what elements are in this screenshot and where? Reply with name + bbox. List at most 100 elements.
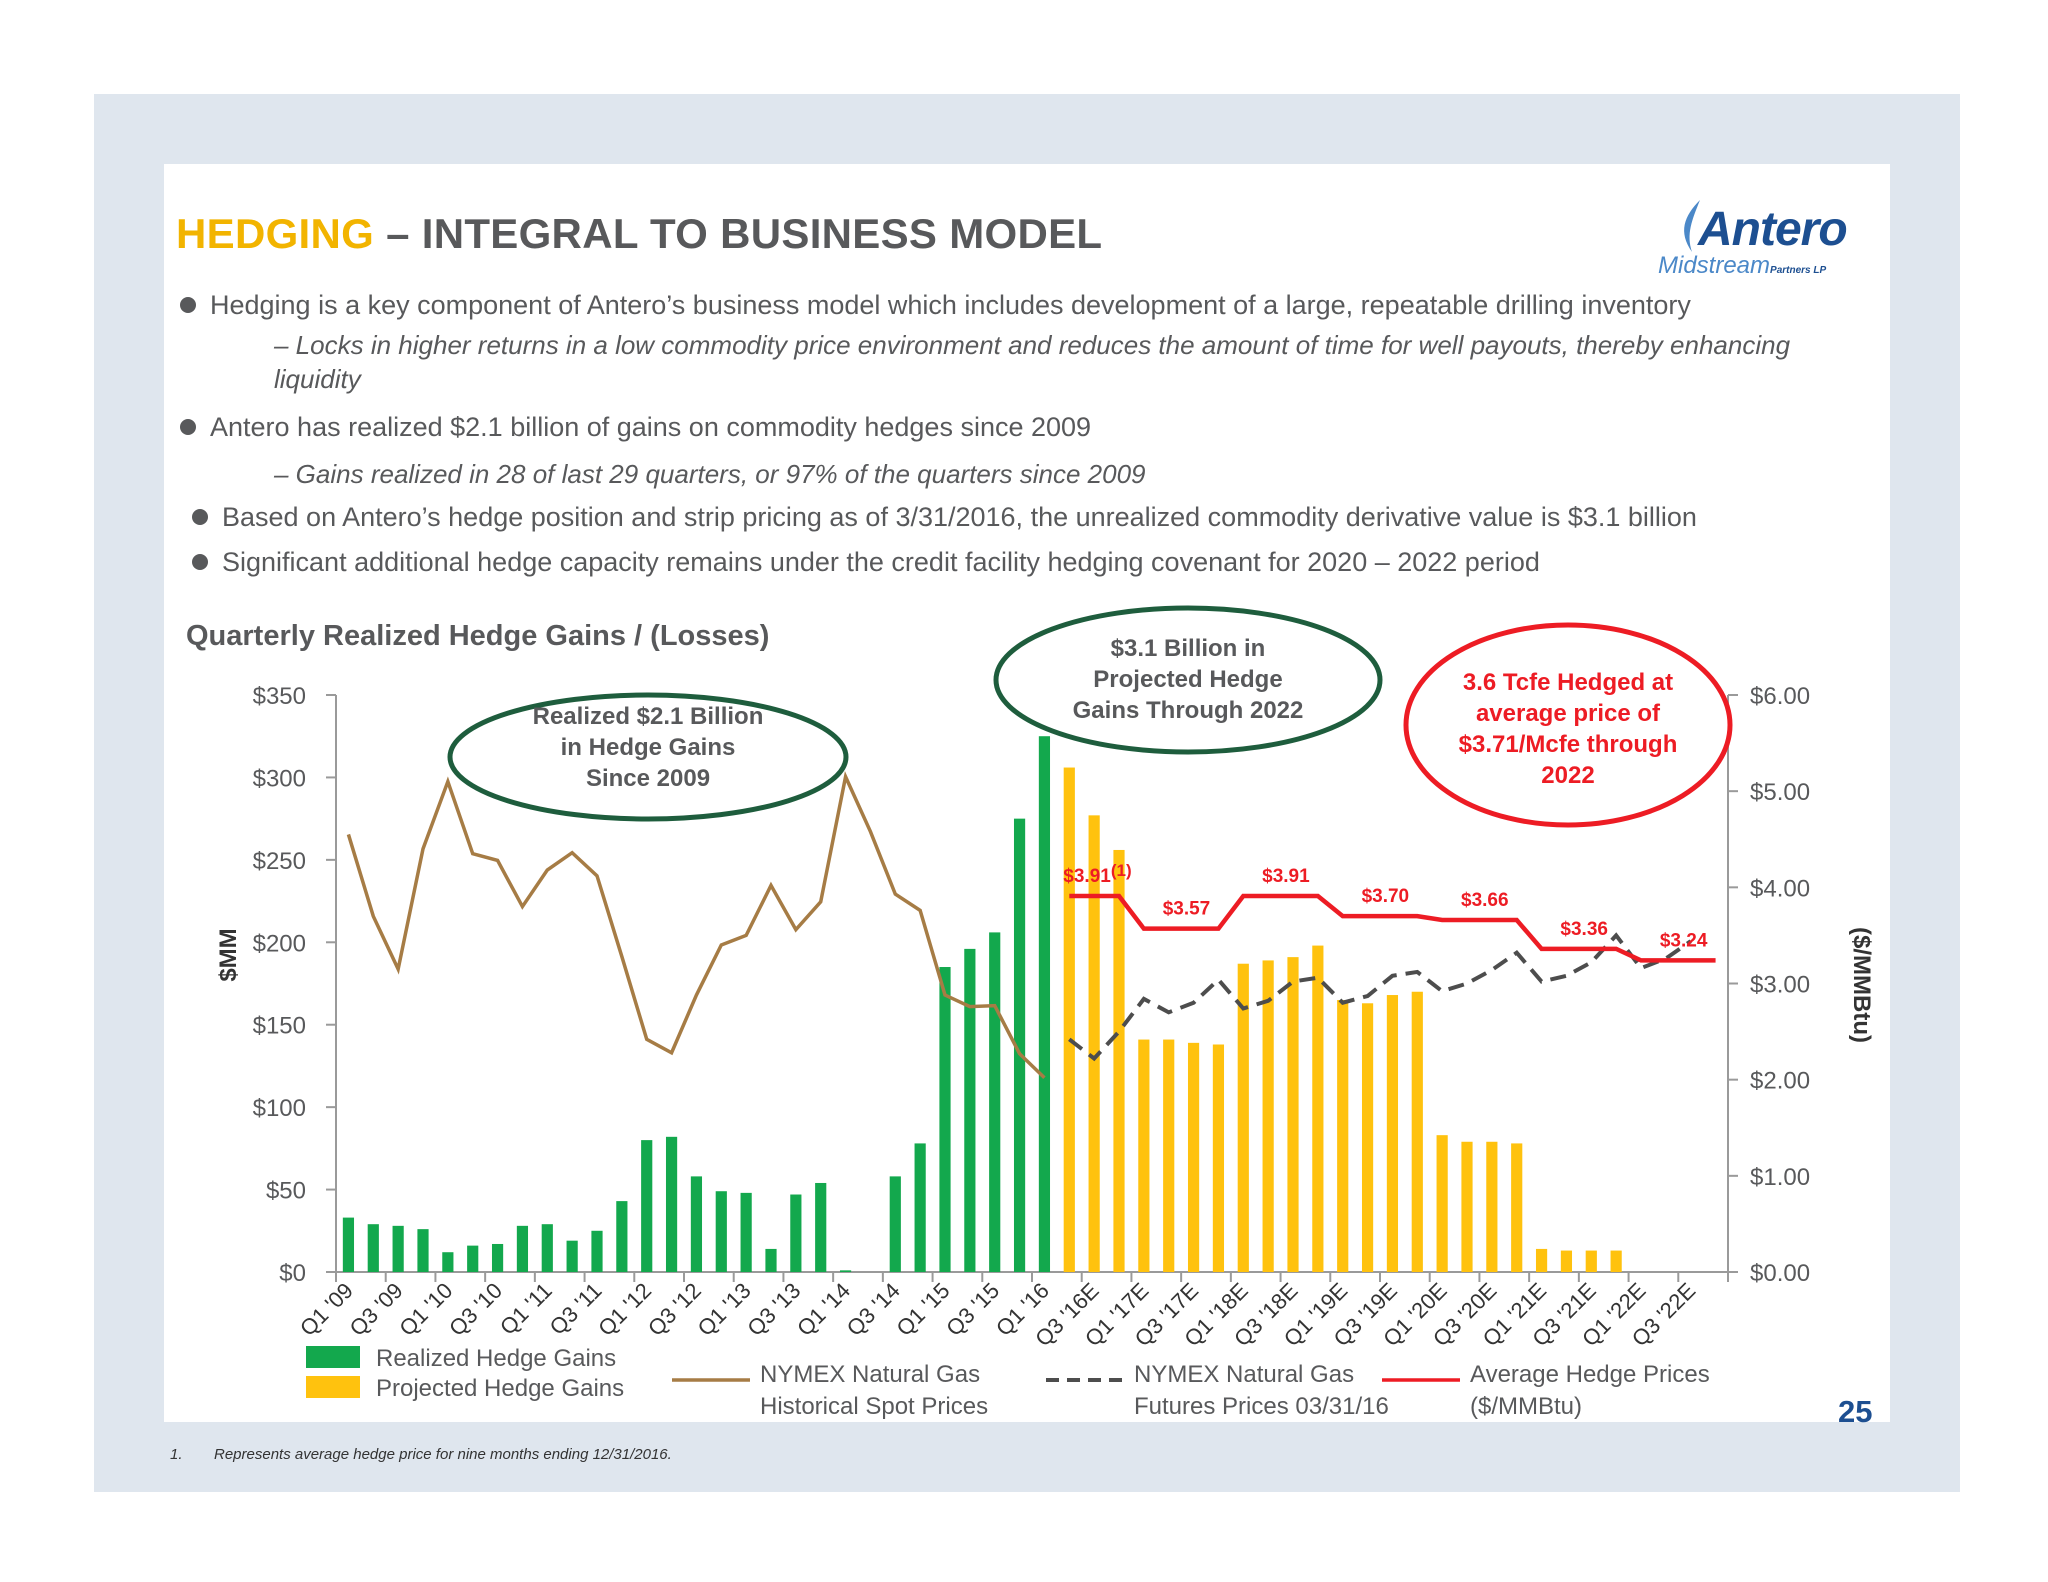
x-tick-label: Q1 '14 [792,1278,855,1341]
left-tick-label: $100 [253,1095,306,1122]
realized-gain-bar [765,1248,777,1272]
right-tick-label: $0.00 [1750,1260,1810,1287]
bullet-text: Based on Antero’s hedge position and str… [222,502,1697,532]
realized-gain-bar [665,1136,678,1272]
bullet-dot [180,418,196,435]
projected-gain-bar [1411,991,1423,1272]
x-tick-label: Q3 '11 [545,1278,607,1340]
realized-gain-bar [641,1140,653,1272]
projected-gain-bar [1163,1039,1175,1272]
realized-gain-bar [392,1225,404,1272]
realized-gain-bar [989,932,1001,1272]
hedge-price-label: $3.57 [1163,899,1211,920]
realized-gain-bar [1013,818,1026,1272]
projected-gain-bar [1337,999,1349,1272]
projected-gain-bar [1088,815,1100,1272]
legend-label: NYMEX Natural Gas [760,1361,980,1388]
footnote-number: 1. [170,1446,183,1463]
x-tick-label: Q3 '14 [842,1278,905,1341]
callout-hedged-text: $3.71/Mcfe through [1459,731,1678,758]
legend-swatch [306,1346,360,1368]
projected-gain-bar [1560,1250,1573,1272]
sub-bullet-2: – Gains realized in 28 of last 29 quarte… [274,459,1146,489]
projected-gain-bar [1511,1143,1523,1272]
left-tick-label: $200 [253,930,306,957]
legend-label: Realized Hedge Gains [376,1345,616,1372]
antero-logo: Antero MidstreamPartners LP [1658,200,1874,282]
projected-gain-bar [1436,1135,1448,1272]
right-tick-label: $6.00 [1750,683,1810,710]
realized-gain-bar [516,1225,529,1272]
realized-gain-bar [715,1191,727,1272]
x-tick-label: Q3 '10 [444,1278,507,1341]
callout-realized-text: Realized $2.1 Billion [533,703,764,730]
projected-gain-bar [1262,960,1274,1272]
legend-label: Projected Hedge Gains [376,1375,624,1402]
realized-gain-bar [964,948,976,1272]
legend-swatch [306,1376,360,1398]
x-tick-label: Q1 '12 [593,1278,656,1341]
legend-label: Historical Spot Prices [760,1393,988,1420]
bullet-text: Significant additional hedge capacity re… [222,547,1540,577]
projected-gain-bar [1461,1141,1473,1272]
bullet-text: Hedging is a key component of Antero’s b… [210,290,1691,320]
chart-title: Quarterly Realized Hedge Gains / (Losses… [186,620,770,652]
right-tick-label: $2.00 [1750,1068,1810,1095]
projected-gain-bar [1287,957,1299,1272]
projected-gain-bar [1486,1141,1498,1272]
realized-gain-bar [616,1201,628,1272]
bullet-2: Antero has realized $2.1 billion of gain… [180,412,1091,443]
realized-gain-bar [839,1270,852,1272]
realized-gain-bar [690,1176,703,1272]
left-tick-label: $0 [279,1260,306,1287]
avg-hedge-price-line [1069,893,1716,963]
realized-gain-bar [442,1252,454,1272]
projected-gain-bar [1535,1248,1548,1272]
left-axis-title: $MM [215,928,242,981]
realized-gain-bar [790,1194,802,1272]
projected-gain-bar [1212,1044,1225,1272]
logo-brand: Antero [1698,203,1848,256]
callout-projected [993,605,1383,755]
title-accent: HEDGING [176,210,375,257]
realized-gain-bar [939,967,951,1272]
page-number: 25 [1838,1394,1873,1429]
futures-price-line [1068,932,1692,1062]
bullet-4: Significant additional hedge capacity re… [192,547,1540,578]
callout-hedged-text: average price of [1476,700,1661,727]
realized-gain-bar [740,1192,752,1272]
right-tick-label: $4.00 [1750,875,1810,902]
footnote-text: Represents average hedge price for nine … [214,1446,672,1463]
realized-gain-bar [541,1224,553,1272]
bullet-3: Based on Antero’s hedge position and str… [192,502,1697,533]
left-tick-label: $250 [253,848,306,875]
title-rest: – INTEGRAL TO BUSINESS MODEL [374,210,1103,257]
x-tick-label: Q1 '13 [693,1278,756,1341]
x-tick-label: Q3 '09 [345,1278,408,1341]
legend-label: Futures Prices 03/31/16 [1134,1393,1389,1420]
callout-hedged [1403,622,1733,828]
x-tick-label: Q3 '12 [643,1278,706,1341]
right-tick-label: $5.00 [1750,779,1810,806]
projected-gain-bar [1187,1042,1200,1272]
realized-gain-bar [467,1245,479,1272]
left-tick-label: $50 [266,1178,306,1205]
bullet-1: Hedging is a key component of Antero’s b… [180,290,1691,321]
x-tick-label: Q1 '10 [394,1278,457,1341]
realized-gain-bar [566,1240,578,1272]
hedge-price-label: $3.70 [1362,886,1410,907]
flame-icon [1684,200,1700,252]
left-tick-label: $300 [253,765,306,792]
projected-gain-bar [1138,1039,1150,1272]
legend-label: NYMEX Natural Gas [1134,1361,1354,1388]
legend-label: Average Hedge Prices [1470,1361,1710,1388]
callout-realized [447,692,849,822]
logo-sub-text: Midstream [1658,252,1771,279]
bullet-text: Antero has realized $2.1 billion of gain… [210,412,1092,442]
realized-gain-bar [367,1224,379,1272]
callout-realized-text: Since 2009 [586,765,710,792]
bullet-dot [180,296,196,313]
projected-gain-bar [1585,1250,1597,1272]
realized-gain-bar [889,1176,901,1272]
